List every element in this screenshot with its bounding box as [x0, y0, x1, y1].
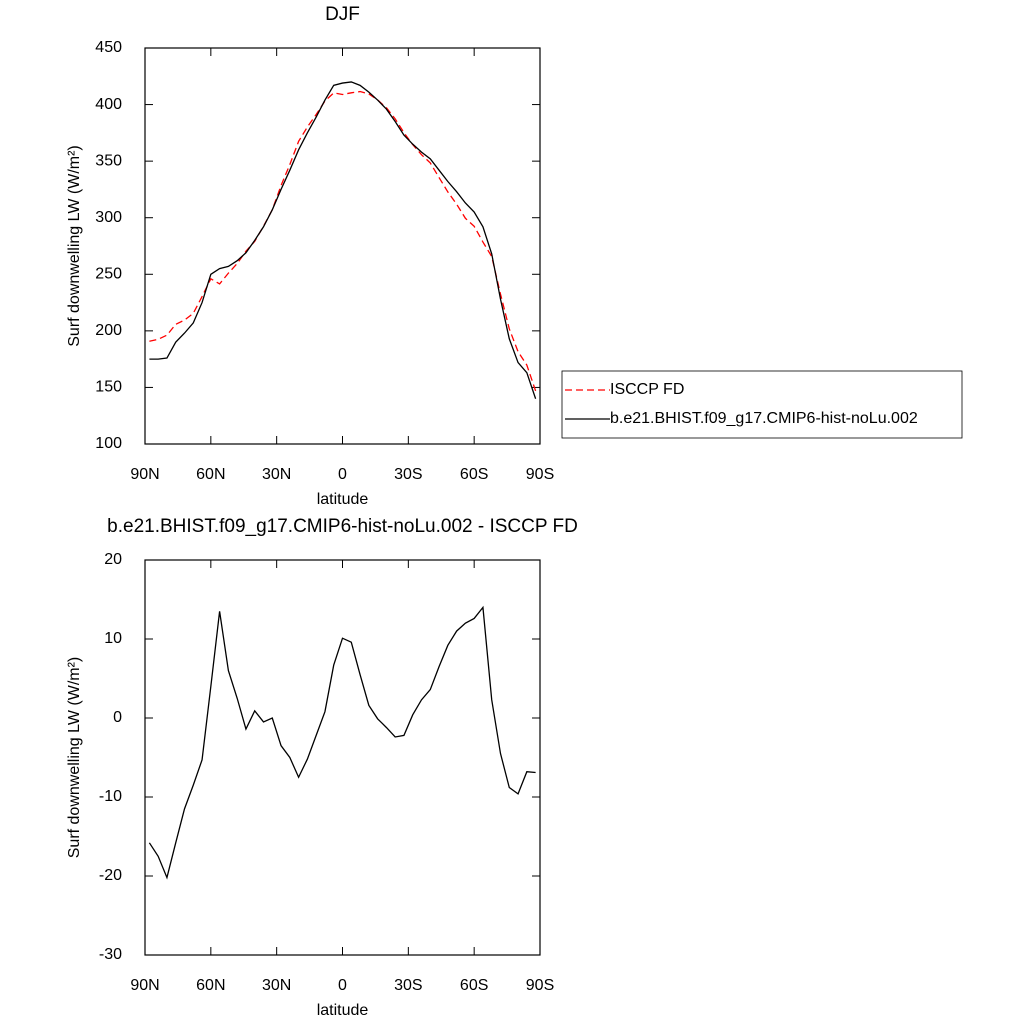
x-tick-label: 90S — [526, 466, 554, 483]
y-tick-label: 200 — [95, 322, 122, 339]
x-tick-label: 30S — [394, 466, 422, 483]
y-tick-label: 0 — [113, 709, 122, 726]
x-tick-label: 30S — [394, 977, 422, 994]
x-tick-label: 30N — [262, 977, 291, 994]
legend: ISCCP FD b.e21.BHIST.f09_g17.CMIP6-hist-n… — [561, 370, 963, 439]
x-tick-label: 0 — [338, 466, 347, 483]
chart-title: b.e21.BHIST.f09_g17.CMIP6-hist-noLu.002 … — [107, 516, 578, 537]
x-tick-label: 90N — [130, 977, 159, 994]
y-tick-label: 350 — [95, 152, 122, 169]
x-tick-label: 0 — [338, 977, 347, 994]
y-axis-label: Surf downwelling LW (W/m²) — [66, 145, 83, 347]
y-tick-label: 150 — [95, 379, 122, 396]
legend-box — [561, 370, 963, 439]
y-axis-label: Surf downwelling LW (W/m²) — [66, 657, 83, 859]
y-tick-label: 100 — [95, 435, 122, 452]
x-tick-label: 30N — [262, 466, 291, 483]
data-line — [149, 90, 537, 392]
y-tick-label: -30 — [99, 946, 122, 963]
legend-label: b.e21.BHIST.f09_g17.CMIP6-hist-noLu.002 — [610, 410, 918, 427]
x-tick-label: 60N — [196, 977, 225, 994]
data-line — [149, 81, 537, 399]
x-axis-label: latitude — [317, 1002, 369, 1019]
plot-frame — [144, 559, 541, 956]
x-tick-label: 60S — [460, 977, 488, 994]
legend-label: ISCCP FD — [610, 381, 684, 398]
data-line — [148, 605, 536, 880]
y-tick-label: 450 — [95, 39, 122, 56]
y-tick-label: -20 — [99, 867, 122, 884]
x-axis-label: latitude — [317, 491, 369, 508]
plot-frame — [144, 47, 541, 445]
x-tick-label: 60S — [460, 466, 488, 483]
y-tick-label: 20 — [104, 551, 122, 568]
y-tick-label: 10 — [104, 630, 122, 647]
y-tick-label: 400 — [95, 96, 122, 113]
x-tick-label: 90N — [130, 466, 159, 483]
chart-title: DJF — [325, 4, 360, 25]
x-tick-label: 60N — [196, 466, 225, 483]
y-tick-label: -10 — [99, 788, 122, 805]
x-tick-label: 90S — [526, 977, 554, 994]
y-tick-label: 250 — [95, 266, 122, 283]
y-tick-label: 300 — [95, 209, 122, 226]
